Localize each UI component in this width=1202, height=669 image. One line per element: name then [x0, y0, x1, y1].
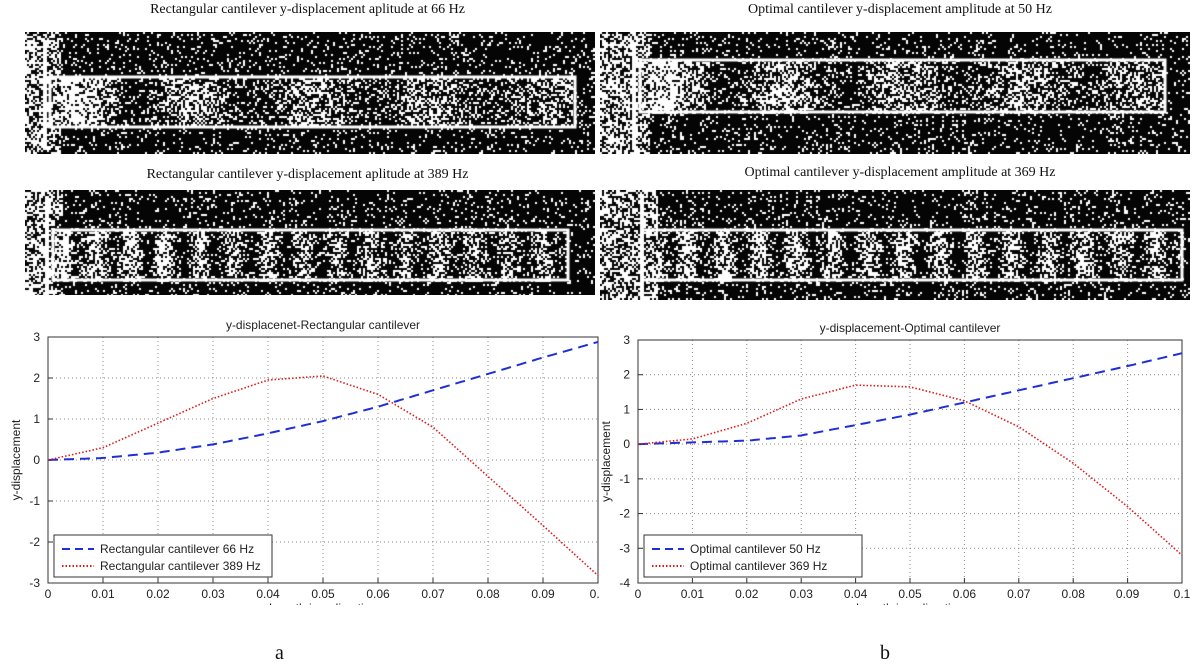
x-tick-label: 0.03	[201, 587, 225, 601]
image-b-mid-369hz	[600, 190, 1190, 300]
x-tick-label: 0.05	[311, 587, 335, 601]
image-a-top-66hz	[25, 32, 595, 154]
figure-label-a: a	[275, 642, 284, 664]
image-b-top-50hz	[600, 32, 1190, 154]
chart-optimal: y-displacement-Optimal cantilever 0 0.01 0.…	[599, 305, 1202, 615]
y-tick-label: 3	[623, 333, 630, 347]
x-tick-label: 0.04	[256, 587, 280, 601]
x-tick-label: 0.05	[898, 587, 922, 601]
chart-title: y-displacenet-Rectangular cantilever	[226, 318, 420, 332]
x-tick-label: 0.08	[476, 587, 500, 601]
y-tick-label: -4	[619, 576, 630, 590]
series-line-1	[638, 352, 1183, 446]
chart-rectangular-svg: y-displacenet-Rectangular cantilever 0 0.0…	[9, 318, 607, 615]
x-axis-label: Length in x-direction	[856, 601, 964, 605]
x-tick-label: 0.06	[953, 587, 977, 601]
x-tick-label: 0.02	[146, 587, 170, 601]
plot-frame	[637, 339, 1183, 584]
y-tick-label: -1	[619, 472, 630, 486]
legend-label: Optimal cantilever 369 Hz	[690, 559, 827, 573]
image-title-a-mid: Rectangular cantilever y-displacement ap…	[146, 167, 469, 182]
x-tick-label: 0.01	[681, 587, 705, 601]
legend-box	[643, 534, 863, 578]
x-tick-label: 0.07	[421, 587, 445, 601]
x-tick-label: 0.06	[366, 587, 390, 601]
x-tick-label: 0.09	[531, 587, 555, 601]
y-tick-label: -3	[29, 576, 40, 590]
x-tick-label: 0.1	[590, 587, 600, 601]
x-tick-label: 0.01	[91, 587, 115, 601]
x-axis-label: Length in x-direction	[269, 601, 377, 605]
x-tick-label: 0.1	[1174, 587, 1191, 601]
chart-optimal-svg: y-displacement-Optimal cantilever 0 0.01 0.…	[599, 321, 1191, 615]
legend-box	[53, 534, 273, 578]
y-tick-label: -2	[619, 507, 630, 521]
image-title-a-top: Rectangular cantilever y-displacement ap…	[150, 2, 465, 17]
chart-title: y-displacement-Optimal cantilever	[820, 321, 1001, 335]
x-tick-label: 0.09	[1116, 587, 1140, 601]
image-a-mid-389hz	[25, 190, 595, 295]
y-tick-label: 2	[33, 371, 40, 385]
series-line-1	[47, 340, 599, 461]
y-tick-label: 0	[623, 437, 630, 451]
x-tick-label: 0.03	[790, 587, 814, 601]
legend-label: Rectangular cantilever 389 Hz	[100, 559, 261, 573]
y-tick-label: 1	[623, 402, 630, 416]
y-tick-label: -3	[619, 541, 630, 555]
figure-label-b: b	[880, 642, 890, 664]
y-axis-label: y-displacement	[600, 420, 613, 501]
image-title-b-mid: Optimal cantilever y-displacement amplit…	[744, 165, 1056, 180]
y-tick-label: -1	[29, 494, 40, 508]
x-tick-label: 0.04	[844, 587, 868, 601]
y-tick-label: 2	[623, 368, 630, 382]
image-title-b-top: Optimal cantilever y-displacement amplit…	[747, 2, 1052, 17]
legend-label: Rectangular cantilever 66 Hz	[100, 542, 254, 556]
y-tick-label: 0	[33, 453, 40, 467]
x-tick-label: 0.02	[735, 587, 759, 601]
chart-rectangular: y-displacenet-Rectangular cantilever 0 0.0…	[0, 305, 607, 615]
legend-label: Optimal cantilever 50 Hz	[690, 542, 821, 556]
x-tick-label: 0.07	[1007, 587, 1031, 601]
x-tick-label: 0.08	[1062, 587, 1086, 601]
y-tick-label: -2	[29, 535, 40, 549]
x-tick-label: 0	[45, 587, 52, 601]
x-tick-label: 0	[635, 587, 642, 601]
y-tick-label: 3	[33, 330, 40, 344]
series-line-2	[637, 384, 1183, 556]
y-tick-label: 1	[33, 412, 40, 426]
y-axis-label: y-displacement	[9, 419, 23, 500]
